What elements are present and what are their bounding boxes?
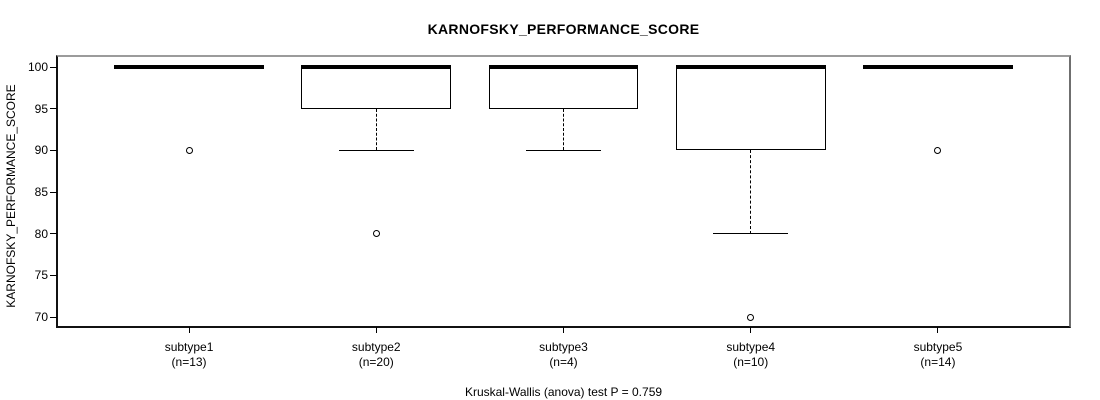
whisker-cap bbox=[526, 149, 601, 151]
x-tick-label-name: subtype3 bbox=[539, 340, 588, 354]
x-tick-label: subtype1 (n=13) bbox=[114, 340, 264, 370]
y-tick-mark bbox=[50, 274, 57, 276]
whisker-cap bbox=[713, 233, 789, 235]
x-tick-label-name: subtype5 bbox=[913, 340, 963, 354]
y-tick-mark bbox=[50, 108, 57, 110]
median-line bbox=[301, 65, 452, 69]
x-tick-label-count: (n=13) bbox=[171, 355, 207, 369]
x-tick-mark bbox=[750, 327, 752, 333]
outlier-point bbox=[934, 146, 942, 154]
y-tick-mark bbox=[50, 191, 57, 193]
x-tick-label-count: (n=10) bbox=[733, 355, 769, 369]
x-tick-label: subtype3 (n=4) bbox=[489, 340, 639, 370]
x-tick-label-count: (n=14) bbox=[920, 355, 956, 369]
median-line bbox=[114, 65, 264, 69]
box bbox=[675, 67, 826, 151]
y-tick-label: 70 bbox=[34, 310, 48, 324]
y-tick-mark bbox=[50, 316, 57, 318]
outlier-point bbox=[185, 146, 193, 154]
x-tick-label-name: subtype2 bbox=[351, 340, 401, 354]
y-tick-label: 100 bbox=[27, 60, 48, 74]
x-tick-label: subtype5 (n=14) bbox=[863, 340, 1013, 370]
stat-test-caption: Kruskal-Wallis (anova) test P = 0.759 bbox=[464, 385, 663, 399]
y-tick-label: 85 bbox=[34, 185, 48, 199]
median-line bbox=[863, 65, 1013, 69]
x-tick-mark bbox=[188, 327, 190, 333]
x-tick-label-count: (n=20) bbox=[358, 355, 394, 369]
x-tick-label-count: (n=4) bbox=[549, 355, 578, 369]
box bbox=[301, 67, 452, 109]
x-tick-mark bbox=[375, 327, 377, 333]
x-tick-label-name: subtype4 bbox=[726, 340, 776, 354]
x-tick-label: subtype2 (n=20) bbox=[301, 340, 451, 370]
x-tick-mark bbox=[937, 327, 939, 333]
y-tick-mark bbox=[50, 233, 57, 235]
lower-whisker bbox=[563, 108, 564, 151]
whisker-cap bbox=[338, 149, 414, 151]
x-tick-label-name: subtype1 bbox=[164, 340, 214, 354]
y-tick-label: 90 bbox=[34, 143, 48, 158]
x-tick-mark bbox=[563, 327, 564, 333]
x-tick-label: subtype4 (n=10) bbox=[676, 340, 826, 370]
lower-whisker bbox=[750, 150, 752, 234]
y-tick-label: 95 bbox=[34, 101, 48, 116]
y-tick-label: 75 bbox=[34, 268, 48, 283]
lower-whisker bbox=[375, 108, 377, 151]
outlier-point bbox=[372, 230, 380, 238]
outlier-point bbox=[747, 313, 755, 321]
chart-title: KARNOFSKY_PERFORMANCE_SCORE bbox=[427, 21, 700, 37]
y-tick-label: 80 bbox=[34, 226, 48, 241]
y-tick-mark bbox=[50, 149, 57, 151]
box bbox=[488, 67, 639, 109]
median-line bbox=[488, 65, 639, 69]
y-tick-mark bbox=[50, 66, 57, 68]
median-line bbox=[675, 65, 826, 69]
